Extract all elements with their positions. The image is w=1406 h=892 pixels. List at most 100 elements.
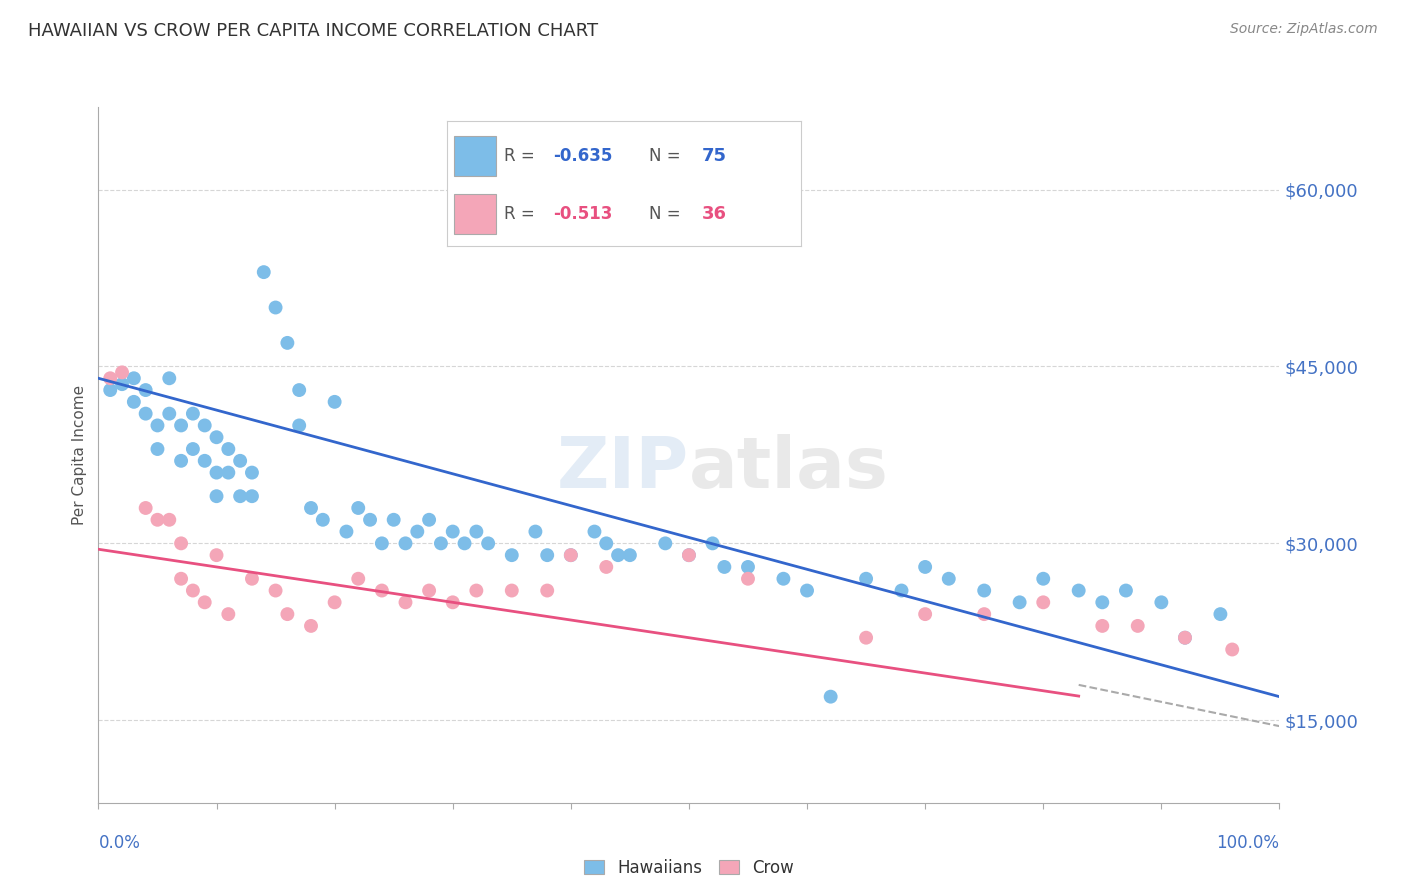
Point [146,513,169,527]
Point [276,607,298,621]
Point [146,442,169,456]
Point [418,583,440,598]
Point [441,595,464,609]
Point [299,500,322,515]
Point [299,619,322,633]
Point [465,524,488,539]
Point [170,536,193,550]
Point [371,583,394,598]
Point [441,524,464,539]
Point [347,572,370,586]
Text: HAWAIIAN VS CROW PER CAPITA INCOME CORRELATION CHART: HAWAIIAN VS CROW PER CAPITA INCOME CORRE… [28,22,598,40]
Y-axis label: Per Capita Income: Per Capita Income [72,384,87,525]
Point [595,536,617,550]
Point [1115,583,1137,598]
Point [973,607,995,621]
Point [170,454,193,468]
Point [240,572,263,586]
Point [1126,619,1149,633]
Point [737,560,759,574]
Point [1209,607,1232,621]
Point [323,395,346,409]
Text: atlas: atlas [689,434,889,503]
Point [678,548,700,562]
Text: ZIP: ZIP [557,434,689,503]
Point [157,407,180,421]
Point [501,548,523,562]
Text: 0.0%: 0.0% [98,834,141,852]
Point [796,583,818,598]
Point [973,583,995,598]
Point [205,548,228,562]
Point [560,548,582,562]
Point [205,430,228,444]
Point [170,418,193,433]
Point [240,466,263,480]
Point [1174,631,1197,645]
Point [1008,595,1031,609]
Point [217,466,239,480]
Point [264,583,287,598]
Point [855,572,877,586]
Point [583,524,606,539]
Point [394,595,416,609]
Point [1091,619,1114,633]
Point [619,548,641,562]
Point [276,335,298,350]
Point [406,524,429,539]
Point [157,371,180,385]
Point [737,572,759,586]
Point [772,572,794,586]
Point [430,536,453,550]
Point [465,583,488,598]
Point [418,513,440,527]
Text: Source: ZipAtlas.com: Source: ZipAtlas.com [1230,22,1378,37]
Point [501,583,523,598]
Point [536,548,558,562]
Point [359,513,381,527]
Point [194,418,217,433]
Point [1091,595,1114,609]
Point [1032,595,1054,609]
Point [135,383,157,397]
Legend: Hawaiians, Crow: Hawaiians, Crow [575,850,803,885]
Point [453,536,475,550]
Point [240,489,263,503]
Point [288,418,311,433]
Point [181,407,204,421]
Point [607,548,630,562]
Point [595,560,617,574]
Text: 100.0%: 100.0% [1216,834,1279,852]
Point [654,536,676,550]
Point [135,407,157,421]
Point [323,595,346,609]
Point [394,536,416,550]
Point [181,583,204,598]
Point [855,631,877,645]
Point [111,365,134,379]
Point [914,560,936,574]
Point [524,524,547,539]
Point [1220,642,1243,657]
Point [702,536,724,550]
Point [157,513,180,527]
Point [890,583,912,598]
Point [335,524,357,539]
Point [536,583,558,598]
Point [205,489,228,503]
Point [312,513,335,527]
Point [382,513,405,527]
Point [194,595,217,609]
Point [170,572,193,586]
Point [253,265,276,279]
Point [181,442,204,456]
Point [264,301,287,315]
Point [678,548,700,562]
Point [135,500,157,515]
Point [938,572,960,586]
Point [194,454,217,468]
Point [1067,583,1090,598]
Point [713,560,735,574]
Point [122,395,145,409]
Point [1150,595,1173,609]
